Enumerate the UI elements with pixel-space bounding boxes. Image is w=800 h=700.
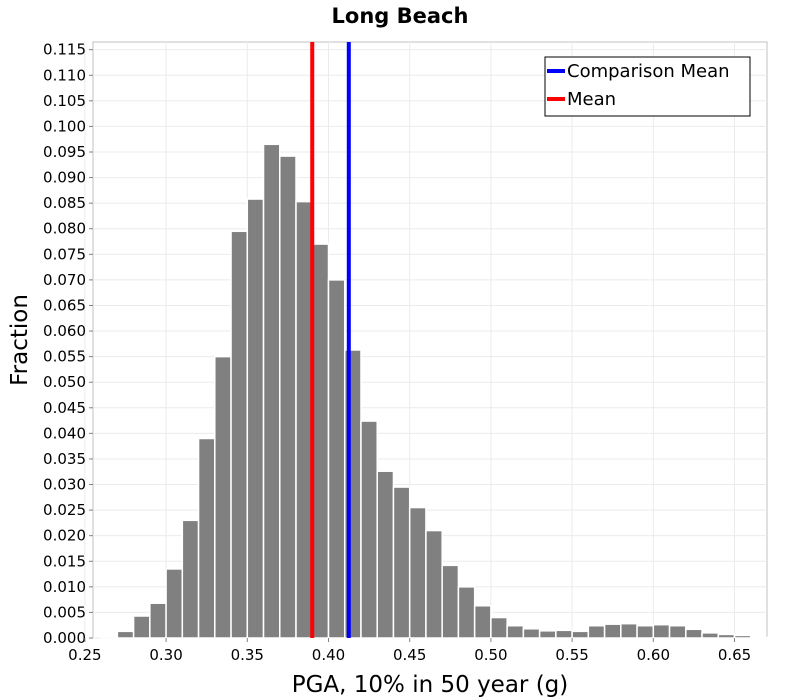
y-tick-label: 0.110 — [43, 66, 86, 84]
legend-box — [544, 56, 751, 117]
x-tick-label: 0.50 — [474, 646, 507, 664]
histogram-bar — [555, 629, 573, 639]
histogram-bar — [506, 624, 525, 639]
histogram-bar — [295, 200, 314, 639]
histogram-bar — [425, 529, 443, 639]
y-tick-label: 0.050 — [43, 373, 86, 391]
histogram-bar — [197, 437, 216, 639]
y-tick-label: 0.100 — [43, 117, 86, 135]
y-tick-label: 0.065 — [43, 296, 86, 314]
legend: Comparison Mean Mean — [544, 56, 751, 117]
y-tick-label: 0.105 — [43, 92, 86, 110]
y-tick-label: 0.055 — [43, 348, 86, 366]
x-tick-label: 0.30 — [149, 646, 182, 664]
histogram-bar — [620, 622, 638, 639]
histogram-bar — [457, 586, 476, 639]
histogram-bar — [538, 630, 557, 639]
histogram-bar — [750, 636, 768, 639]
histogram-bar — [376, 470, 395, 639]
histogram-bar — [652, 623, 671, 639]
y-axis-label: Fraction — [7, 294, 33, 386]
y-tick-label: 0.085 — [43, 194, 86, 212]
y-tick-label: 0.090 — [43, 169, 86, 187]
histogram-bar — [360, 420, 378, 639]
x-tick-label: 0.65 — [718, 646, 751, 664]
histogram-bar — [473, 605, 492, 639]
histogram-bar — [262, 143, 281, 639]
mean-lines — [310, 42, 351, 638]
histogram-bar — [522, 628, 541, 639]
y-tick-label: 0.080 — [43, 220, 86, 238]
y-tick-label: 0.095 — [43, 143, 86, 161]
x-tick-label: 0.35 — [231, 646, 264, 664]
histogram-bar — [668, 624, 687, 639]
histogram-bar — [246, 198, 265, 639]
histogram-bar — [685, 628, 703, 639]
histogram-bar — [490, 616, 508, 639]
y-tick-label: 0.060 — [43, 322, 86, 340]
histogram-bar — [571, 630, 590, 639]
x-tick-label: 0.45 — [393, 646, 426, 664]
histogram-bar — [149, 602, 167, 639]
histogram-bar — [132, 615, 151, 639]
x-tick-label: 0.25 — [68, 646, 101, 664]
histogram-bar — [701, 632, 720, 639]
x-tick-label: 0.60 — [637, 646, 670, 664]
y-tick-label: 0.035 — [43, 450, 86, 468]
legend-entry: Comparison Mean — [567, 61, 730, 82]
y-tick-label: 0.115 — [43, 41, 86, 59]
histogram-bar — [279, 155, 297, 639]
histogram-bar — [116, 630, 135, 639]
histogram-bar — [717, 633, 736, 639]
y-tick-label: 0.070 — [43, 271, 86, 289]
y-axis-ticks: 0.000 0.005 0.010 0.015 0.020 0.025 0.030 0.035… — [43, 41, 93, 647]
y-tick-label: 0.030 — [43, 476, 86, 494]
histogram-bar — [587, 624, 606, 639]
histogram-bar — [214, 355, 232, 639]
histogram-bar — [311, 243, 330, 639]
histogram-bar — [408, 506, 427, 639]
histogram-bar — [181, 519, 200, 639]
histogram-bar — [603, 623, 622, 639]
y-tick-label: 0.045 — [43, 399, 86, 417]
y-tick-label: 0.040 — [43, 424, 86, 442]
y-tick-label: 0.020 — [43, 527, 86, 545]
y-tick-label: 0.000 — [43, 629, 86, 647]
y-tick-label: 0.010 — [43, 578, 86, 596]
histogram-bars — [100, 143, 768, 639]
chart-title: Long Beach — [332, 4, 469, 28]
histogram-bar — [327, 279, 346, 639]
x-tick-label: 0.55 — [555, 646, 588, 664]
histogram-bar — [165, 568, 184, 639]
histogram-bar — [100, 635, 119, 639]
histogram-bar — [733, 634, 752, 639]
y-tick-label: 0.005 — [43, 603, 86, 621]
y-tick-label: 0.075 — [43, 245, 86, 263]
x-axis-ticks: 0.25 0.30 0.35 0.40 0.45 0.50 0.55 0.60 0.65 — [68, 638, 751, 664]
y-tick-label: 0.015 — [43, 552, 86, 570]
histogram-bar — [392, 486, 411, 639]
histogram-bar — [441, 564, 460, 639]
y-tick-label: 0.025 — [43, 501, 86, 519]
histogram-bar — [636, 624, 655, 639]
x-tick-label: 0.40 — [312, 646, 345, 664]
histogram-bar — [230, 230, 249, 639]
legend-entry: Mean — [567, 89, 616, 110]
x-axis-label: PGA, 10% in 50 year (g) — [292, 672, 569, 698]
